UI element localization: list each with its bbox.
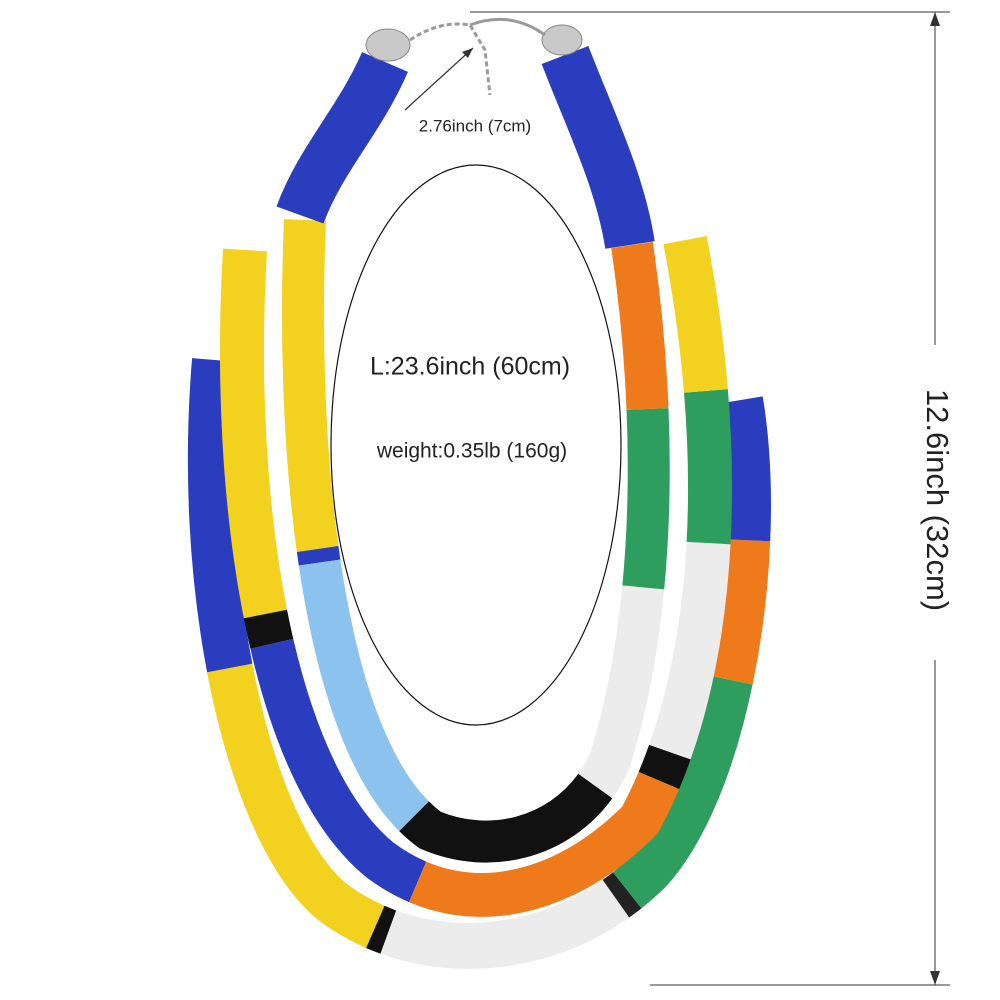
chain bbox=[469, 17, 546, 37]
bead-segment bbox=[282, 219, 670, 863]
end-cap bbox=[365, 28, 411, 62]
length-ellipse bbox=[330, 164, 622, 726]
chain-label: 2.76inch (7cm) bbox=[419, 116, 531, 135]
bead-segment bbox=[220, 235, 732, 917]
pointer-line bbox=[404, 47, 474, 111]
necklace bbox=[187, 46, 771, 969]
bead-segment bbox=[187, 358, 771, 969]
bead-segment bbox=[276, 51, 408, 225]
bead-segment bbox=[541, 46, 655, 250]
length-label: L:23.6inch (60cm) bbox=[370, 353, 570, 381]
bead-segment bbox=[187, 358, 771, 969]
weight-label: weight:0.35lb (160g) bbox=[376, 440, 567, 463]
bead-segment bbox=[187, 358, 771, 969]
label-backdrop bbox=[918, 345, 952, 660]
end-cap bbox=[541, 24, 583, 56]
bead-segment bbox=[282, 219, 670, 863]
height-label: 12.6inch (32cm) bbox=[920, 389, 955, 611]
chain bbox=[409, 22, 492, 96]
bead-segment bbox=[220, 235, 732, 917]
pointer-arrow bbox=[462, 48, 473, 58]
bead-segment bbox=[282, 219, 670, 863]
bead-segment bbox=[220, 235, 732, 917]
